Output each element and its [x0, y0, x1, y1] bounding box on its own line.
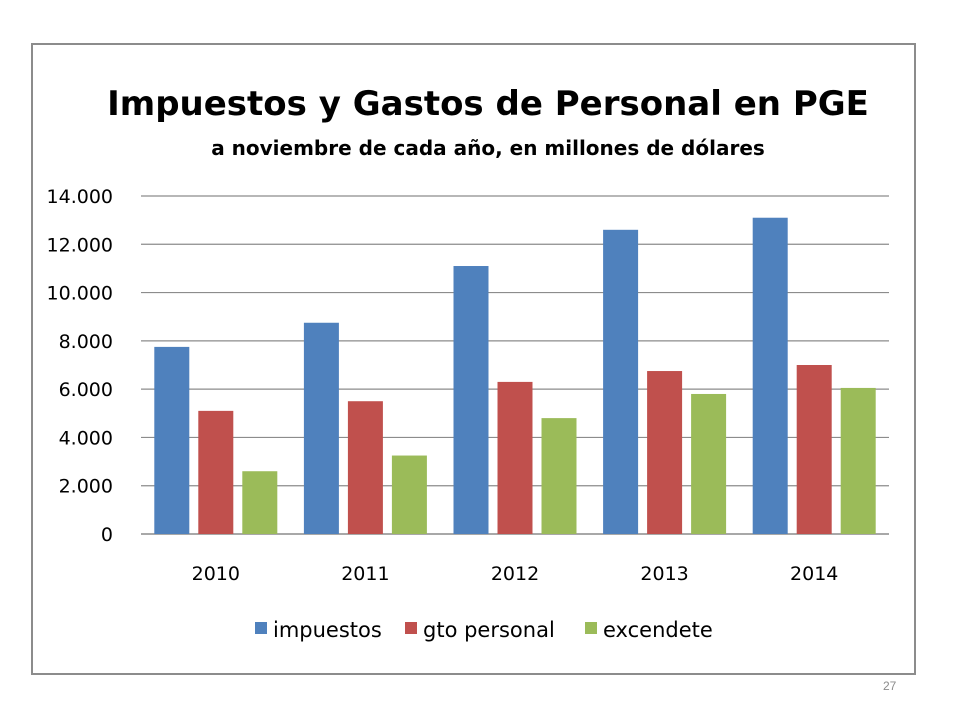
- bar-gto-personal-2013: [647, 371, 683, 534]
- bar-excendete-2014: [840, 387, 876, 534]
- bar-gto-personal-2010: [198, 410, 234, 534]
- chart-subtitle: a noviembre de cada año, en millones de …: [211, 136, 765, 160]
- x-tick-label: 2013: [640, 563, 688, 585]
- y-tick-label: 12.000: [47, 234, 113, 256]
- x-tick-label: 2014: [790, 563, 838, 585]
- bar-excendete-2012: [541, 418, 577, 534]
- y-tick-label: 6.000: [59, 379, 113, 401]
- bar-excendete-2010: [242, 471, 278, 534]
- bar-excendete-2013: [691, 393, 727, 534]
- bar-impuestos-2010: [154, 346, 190, 534]
- bar-chart: Impuestos y Gastos de Personal en PGE a …: [47, 84, 889, 642]
- legend-label: excendete: [603, 618, 713, 642]
- legend-swatch: [585, 622, 597, 634]
- legend-swatch: [405, 622, 417, 634]
- y-tick-label: 0: [101, 524, 113, 546]
- legend: impuestos gto personal excendete: [255, 618, 713, 642]
- chart-title: Impuestos y Gastos de Personal en PGE: [107, 84, 869, 124]
- y-tick-label: 14.000: [47, 186, 113, 208]
- bar-impuestos-2012: [453, 266, 489, 534]
- x-tick-label: 2011: [341, 563, 389, 585]
- bar-impuestos-2014: [752, 217, 788, 534]
- bars: [154, 217, 876, 535]
- y-tick-label: 4.000: [59, 427, 113, 449]
- bar-excendete-2011: [391, 455, 427, 534]
- x-axis-ticks: 2010 2011 2012 2013 2014: [192, 563, 839, 585]
- legend-swatch: [255, 622, 267, 634]
- y-tick-label: 10.000: [47, 283, 113, 305]
- y-tick-label: 2.000: [59, 476, 113, 498]
- slide-number: 27: [883, 679, 897, 693]
- chart-frame: Impuestos y Gastos de Personal en PGE a …: [31, 43, 916, 675]
- x-tick-label: 2012: [491, 563, 539, 585]
- legend-label: impuestos: [273, 618, 382, 642]
- bar-gto-personal-2011: [347, 401, 383, 534]
- y-axis-ticks: 0 2.000 4.000 6.000 8.000 10.000 12.000 14.000: [47, 186, 113, 546]
- x-tick-label: 2010: [192, 563, 240, 585]
- bar-gto-personal-2014: [796, 365, 832, 534]
- legend-label: gto personal: [423, 618, 555, 642]
- bar-impuestos-2011: [303, 322, 339, 534]
- bar-impuestos-2013: [603, 229, 639, 535]
- y-tick-label: 8.000: [59, 331, 113, 353]
- bar-gto-personal-2012: [497, 381, 533, 534]
